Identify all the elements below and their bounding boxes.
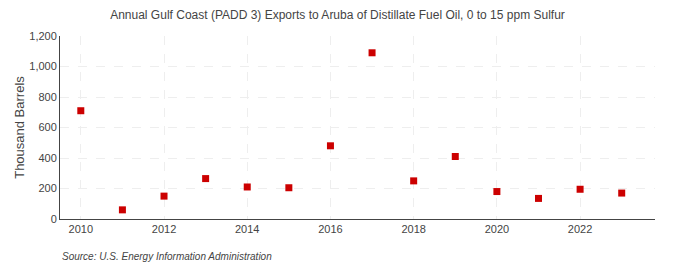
svg-text:2020: 2020: [485, 223, 509, 235]
svg-text:200: 200: [38, 182, 56, 194]
svg-text:1,000: 1,000: [29, 60, 57, 72]
svg-text:2012: 2012: [152, 223, 176, 235]
svg-text:2016: 2016: [318, 223, 342, 235]
svg-text:Thousand Barrels: Thousand Barrels: [12, 76, 27, 179]
svg-text:1,200: 1,200: [29, 30, 57, 42]
svg-text:Annual Gulf Coast (PADD 3) Exp: Annual Gulf Coast (PADD 3) Exports to Ar…: [110, 8, 565, 22]
svg-text:Source: U.S. Energy Informatio: Source: U.S. Energy Information Administ…: [62, 251, 272, 262]
svg-text:2014: 2014: [235, 223, 259, 235]
svg-text:400: 400: [38, 152, 56, 164]
svg-text:800: 800: [38, 91, 56, 103]
svg-text:2010: 2010: [69, 223, 93, 235]
svg-text:2018: 2018: [401, 223, 425, 235]
svg-text:2022: 2022: [568, 223, 592, 235]
svg-text:600: 600: [38, 121, 56, 133]
svg-text:0: 0: [51, 213, 57, 225]
